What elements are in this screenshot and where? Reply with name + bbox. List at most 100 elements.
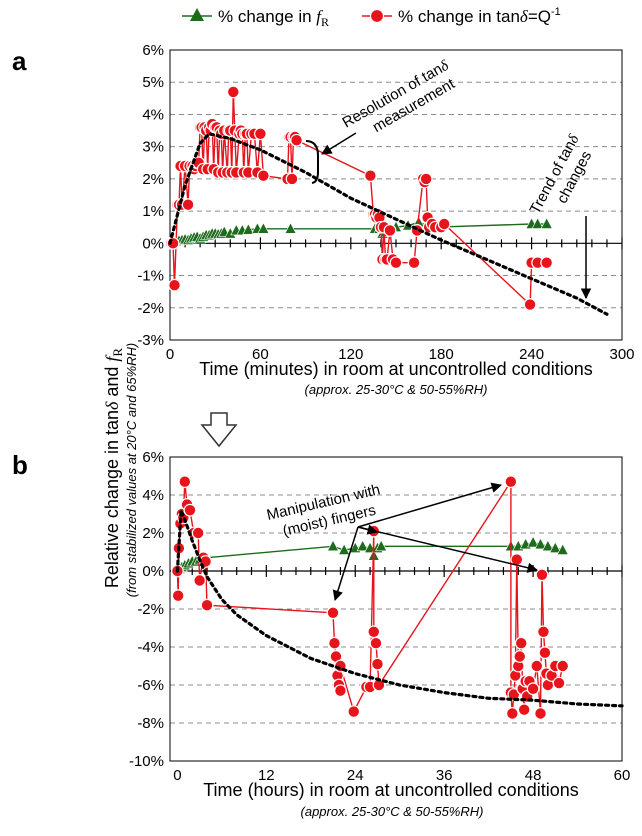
x-tick-label: 0 xyxy=(166,346,174,363)
resolution-bracket xyxy=(305,140,319,184)
tan-delta-point xyxy=(226,85,240,99)
x-tick-label: 0 xyxy=(173,767,181,784)
y-tick-label: 6% xyxy=(142,42,164,59)
fr-point xyxy=(556,543,569,555)
tan-delta-point xyxy=(552,676,566,690)
tan-delta-point xyxy=(535,568,549,582)
fr-point xyxy=(375,539,388,552)
tan-delta-point xyxy=(514,636,528,650)
y-tick-label: 4% xyxy=(142,106,164,123)
panel-b-series xyxy=(171,475,624,720)
panel-a-tick-labels: -3% -2% -1% 0% 1% 2% 3% 4% 5% 6% 0 60 120 180 240 300 xyxy=(137,42,634,363)
fr-point xyxy=(257,222,270,234)
y-tick-label: 2% xyxy=(142,171,164,188)
x-tick-label: 300 xyxy=(609,346,634,363)
fr-point xyxy=(284,222,297,234)
tan-delta-point xyxy=(534,707,547,720)
legend: % change in fR % change in tanδ=Q-1 xyxy=(182,6,561,29)
panel-a-axes xyxy=(169,237,623,250)
y-tick-label: 2% xyxy=(142,525,164,542)
legend-tan-marker xyxy=(369,8,385,24)
manipulation-arrows xyxy=(332,482,539,602)
down-arrow-icon xyxy=(200,412,238,448)
legend-fr-marker xyxy=(190,8,204,21)
panel-a: -3% -2% -1% 0% 1% 2% 3% 4% 5% 6% 0 60 120 180 240 300 T… xyxy=(137,42,634,397)
fr-point xyxy=(531,217,544,229)
x-tick-label: 36 xyxy=(436,767,453,784)
x-tick-label: 48 xyxy=(525,767,542,784)
tan-delta-point xyxy=(537,625,550,639)
tan-delta-point xyxy=(326,606,340,620)
tan-delta-point xyxy=(419,172,433,186)
x-tick-label: 240 xyxy=(519,346,544,363)
tan-delta-point xyxy=(504,475,518,489)
tan-delta-point xyxy=(367,625,381,639)
panel-b-frame xyxy=(169,456,623,762)
legend-fr-label: % change in fR xyxy=(218,7,329,29)
fr-point xyxy=(541,539,554,552)
tan-delta-point xyxy=(369,636,383,650)
y-tick-label: 4% xyxy=(142,487,164,504)
tan-delta-point xyxy=(168,278,181,292)
panel-b-trend-line xyxy=(175,509,624,708)
panel-a-series xyxy=(165,85,609,316)
panel-b: -10% -8% -6% -4% -2% 0% 2% 4% 6% 0 12 24 36 48 60 Time… xyxy=(129,449,630,819)
panel-a-x-axis-label: Time (minutes) in room at uncontrolled c… xyxy=(199,359,593,379)
tan-delta-point xyxy=(290,133,303,147)
tan-delta-point xyxy=(200,598,214,612)
fr-point xyxy=(327,539,340,552)
tan-delta-point xyxy=(526,682,540,696)
y-tick-label: 0% xyxy=(142,235,164,252)
tan-delta-point xyxy=(383,224,397,237)
panel-a-grid xyxy=(170,81,622,309)
y-tick-label: 1% xyxy=(142,203,164,220)
panel-a-trend-line xyxy=(168,132,609,316)
panel-b-grid xyxy=(170,494,622,724)
panel-b-x-axis-sublabel: (approx. 25-30°C & 50-55%RH) xyxy=(301,804,484,819)
y-tick-label: 5% xyxy=(142,74,164,91)
fr-point xyxy=(549,541,562,553)
tan-delta-point xyxy=(181,198,195,212)
tan-delta-point xyxy=(517,703,531,717)
tan-delta-point xyxy=(193,574,207,587)
tan-delta-point xyxy=(530,659,544,673)
x-tick-label: 24 xyxy=(347,767,364,784)
tan-delta-point xyxy=(371,657,384,671)
y-tick-label: 3% xyxy=(142,139,164,156)
panel-b-axes xyxy=(170,565,623,577)
x-tick-label: 180 xyxy=(429,346,454,363)
tan-delta-point xyxy=(437,217,451,231)
tan-delta-point xyxy=(538,646,552,660)
tan-delta-point xyxy=(191,526,205,540)
fr-point xyxy=(356,539,369,552)
x-tick-label: 60 xyxy=(614,767,631,784)
panel-label-b: b xyxy=(12,450,28,480)
tan-delta-point xyxy=(171,589,185,603)
tan-delta-point xyxy=(253,127,267,141)
panel-a-frame xyxy=(169,49,623,341)
y-tick-label: -1% xyxy=(137,268,164,285)
tan-delta-point xyxy=(363,169,377,183)
panel-b-x-axis-label: Time (hours) in room at uncontrolled con… xyxy=(203,780,579,800)
x-tick-label: 12 xyxy=(258,767,275,784)
y-tick-label: 6% xyxy=(142,449,164,466)
y-tick-label: -2% xyxy=(137,601,164,618)
fr-point xyxy=(540,217,553,229)
tan-delta-point xyxy=(328,636,341,650)
tan-delta-point xyxy=(505,707,519,720)
tan-delta-point xyxy=(347,705,361,718)
fr-point xyxy=(534,537,547,550)
y-tick-label: -4% xyxy=(137,639,164,656)
y-tick-label: -10% xyxy=(129,753,164,770)
resolution-arrow xyxy=(321,132,357,155)
y-tick-label: -8% xyxy=(137,715,164,732)
tan-delta-point xyxy=(540,256,554,270)
tan-delta-point xyxy=(257,169,270,183)
fr-point xyxy=(527,535,540,548)
panel-label-a: a xyxy=(12,46,27,76)
tan-delta-point xyxy=(183,503,197,517)
tan-delta-point xyxy=(389,256,403,270)
tan-delta-point xyxy=(556,659,570,673)
tan-delta-point xyxy=(285,172,299,186)
